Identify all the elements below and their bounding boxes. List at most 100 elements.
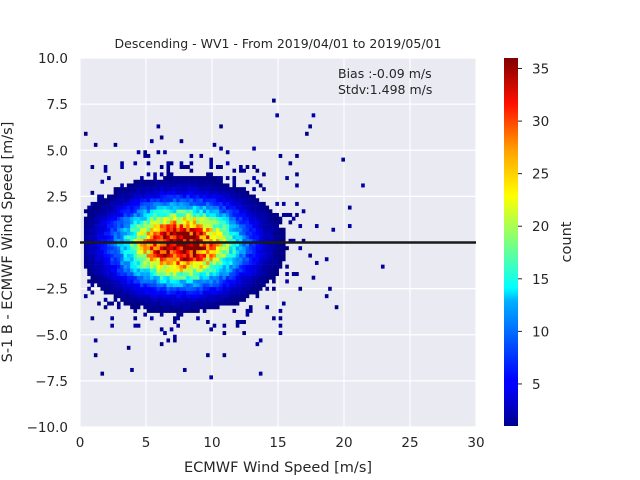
heatmap-cell — [87, 279, 91, 284]
heatmap-cell — [245, 253, 250, 258]
heatmap-cell — [206, 201, 210, 206]
heatmap-cell — [166, 235, 171, 240]
heatmap-cell — [166, 183, 171, 188]
heatmap-cell — [140, 283, 144, 288]
heatmap-cell — [153, 187, 157, 192]
heatmap-cell — [232, 224, 237, 229]
heatmap-cell — [176, 238, 180, 243]
heatmap-cell — [239, 246, 243, 251]
heatmap-cell — [255, 224, 260, 229]
heatmap-cell — [166, 165, 171, 169]
heatmap-cell — [149, 246, 154, 251]
heatmap-cell — [149, 190, 154, 195]
heatmap-cell — [235, 264, 240, 269]
heatmap-cell — [192, 253, 197, 258]
heatmap-cell — [113, 257, 118, 262]
heatmap-cell — [130, 194, 134, 199]
heatmap-cell — [149, 249, 154, 254]
heatmap-cell — [159, 235, 164, 240]
heatmap-cell — [252, 249, 256, 254]
heatmap-cell — [120, 187, 124, 192]
heatmap-cell — [93, 224, 98, 229]
heatmap-cell — [232, 264, 237, 269]
heatmap-cell — [166, 297, 171, 302]
heatmap-cell — [235, 275, 240, 280]
heatmap-cell — [156, 216, 161, 221]
heatmap-cell — [176, 312, 180, 317]
heatmap-cell — [235, 257, 240, 262]
heatmap-cell — [166, 249, 171, 254]
heatmap-cell — [133, 183, 138, 188]
heatmap-cell — [272, 224, 276, 229]
heatmap-cell — [242, 187, 246, 192]
heatmap-cell — [83, 260, 88, 265]
heatmap-cell — [146, 227, 151, 232]
heatmap-cell — [258, 212, 263, 217]
heatmap-cell — [255, 268, 260, 273]
heatmap-cell — [83, 242, 88, 247]
heatmap-cell — [209, 165, 213, 169]
heatmap-cell — [169, 297, 174, 302]
heatmap-cell — [225, 231, 230, 236]
heatmap-cell — [192, 260, 197, 265]
heatmap-cell — [90, 242, 95, 247]
heatmap-cell — [173, 183, 177, 188]
heatmap-cell — [268, 253, 273, 258]
heatmap-cell — [130, 283, 134, 288]
heatmap-cell — [229, 220, 233, 225]
heatmap-cell — [232, 235, 237, 240]
heatmap-cell — [130, 367, 134, 372]
heatmap-cell — [209, 235, 213, 240]
heatmap-cell — [232, 176, 237, 181]
heatmap-cell — [245, 220, 250, 225]
heatmap-cell — [239, 216, 243, 221]
heatmap-cell — [116, 290, 121, 295]
heatmap-cell — [107, 209, 111, 214]
heatmap-cell — [173, 246, 177, 251]
heatmap-cell — [113, 279, 118, 284]
heatmap-cell — [100, 268, 105, 273]
heatmap-cell — [189, 297, 194, 302]
heatmap-cell — [285, 264, 289, 269]
heatmap-cell — [308, 124, 312, 129]
heatmap-cell — [225, 283, 230, 288]
heatmap-cell — [169, 201, 174, 206]
heatmap-cell — [107, 246, 111, 251]
heatmap-cell — [215, 264, 220, 269]
heatmap-cell — [126, 301, 131, 306]
heatmap-cell — [169, 216, 174, 221]
heatmap-cell — [182, 264, 187, 269]
heatmap-cell — [222, 249, 227, 254]
heatmap-cell — [229, 283, 233, 288]
heatmap-cell — [126, 231, 131, 236]
heatmap-cell — [143, 183, 147, 188]
heatmap-cell — [90, 260, 95, 265]
heatmap-cell — [159, 301, 164, 306]
heatmap-cell — [176, 231, 180, 236]
heatmap-cell — [120, 238, 124, 243]
heatmap-cell — [136, 190, 141, 195]
heatmap-cell — [222, 235, 227, 240]
heatmap-cell — [123, 220, 128, 225]
heatmap-cell — [163, 227, 167, 232]
heatmap-cell — [206, 272, 210, 277]
heatmap-cell — [143, 235, 147, 240]
heatmap-cell — [245, 198, 250, 203]
heatmap-cell — [222, 257, 227, 262]
heatmap-cell — [100, 371, 105, 376]
heatmap-cell — [159, 198, 164, 203]
heatmap-cell — [136, 323, 141, 328]
heatmap-cell — [153, 283, 157, 288]
heatmap-cell — [173, 260, 177, 265]
heatmap-cell — [110, 212, 114, 217]
heatmap-cell — [146, 235, 151, 240]
heatmap-cell — [156, 272, 161, 277]
heatmap-cell — [232, 231, 237, 236]
heatmap-cell — [291, 272, 296, 277]
heatmap-cell — [159, 253, 164, 258]
heatmap-cell — [123, 246, 128, 251]
heatmap-cell — [126, 272, 131, 277]
heatmap-cell — [130, 216, 134, 221]
heatmap-cell — [159, 183, 164, 188]
heatmap-cell — [140, 179, 144, 184]
